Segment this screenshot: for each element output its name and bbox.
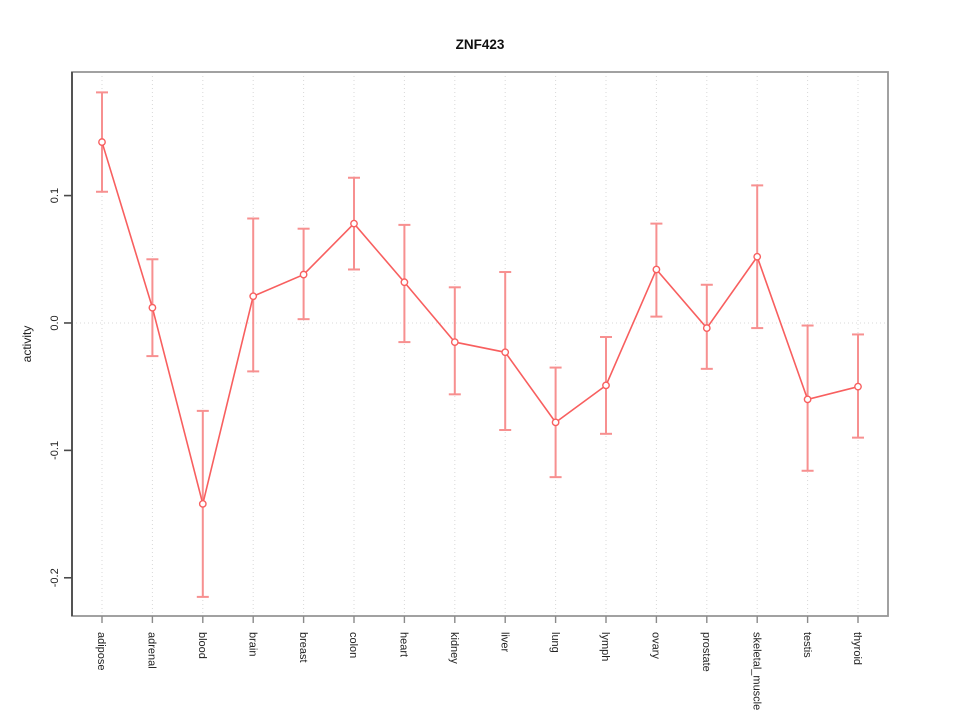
activity-line (101, 141, 859, 505)
data-point-marker (501, 348, 510, 357)
plot-border (71, 71, 889, 617)
data-point-marker (854, 382, 862, 391)
x-tick-label: lymph (599, 632, 611, 661)
x-tick-label: thyroid (851, 632, 863, 665)
data-point-marker (98, 138, 106, 146)
x-tick-label: liver (498, 632, 510, 653)
data-point-marker (148, 303, 157, 312)
x-tick-label: skeletal_muscle (750, 632, 762, 710)
y-tick-label: -0.1 (49, 441, 61, 460)
data-point-marker (450, 338, 459, 346)
x-tick-label: blood (196, 632, 208, 659)
x-tick-label: prostate (700, 632, 712, 672)
data-point-marker (198, 499, 207, 508)
data-point-marker (602, 381, 610, 390)
x-tick-label: adipose (95, 632, 107, 671)
data-point-marker (299, 270, 308, 279)
x-tick-label: kidney (448, 632, 460, 664)
data-point-marker (753, 252, 762, 261)
data-point-marker (249, 292, 258, 301)
data-point-marker (400, 278, 409, 287)
data-point-marker (350, 219, 358, 228)
x-tick-label: testis (801, 632, 813, 658)
y-tick-label: 0.1 (49, 188, 61, 203)
y-axis-label: activity (20, 326, 34, 363)
y-tick-label: 0.0 (49, 315, 61, 330)
data-point-marker (702, 324, 711, 332)
data-point-marker (551, 418, 560, 427)
chart-title: ZNF423 (456, 37, 505, 52)
x-tick-label: breast (297, 632, 309, 663)
x-tick-label: ovary (650, 632, 662, 659)
x-tick-label: adrenal (146, 632, 158, 669)
x-tick-label: colon (347, 632, 359, 658)
data-point-marker (803, 395, 812, 404)
data-point-marker (652, 265, 661, 274)
y-tick-label: -0.2 (49, 568, 61, 587)
x-tick-label: lung (549, 632, 561, 653)
x-tick-label: brain (246, 632, 258, 656)
x-tick-label: heart (398, 632, 410, 657)
